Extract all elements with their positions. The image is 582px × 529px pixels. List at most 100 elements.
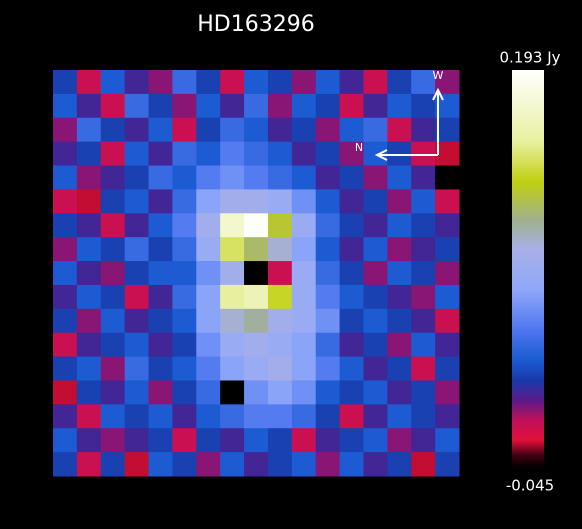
heatmap-cell (220, 308, 245, 334)
heatmap-cell (339, 189, 364, 214)
heatmap-cell (339, 93, 364, 119)
heatmap-cell (363, 356, 388, 381)
heatmap-cell (53, 428, 78, 453)
heatmap-cell (387, 284, 412, 310)
heatmap-cell (220, 380, 245, 405)
heatmap-cell (148, 213, 173, 238)
heatmap-cell (339, 165, 364, 190)
heatmap-cell (387, 70, 412, 95)
heatmap-cell (76, 213, 102, 238)
heatmap-cell (53, 189, 78, 214)
heatmap-cell (172, 261, 197, 286)
heatmap-cell (291, 284, 317, 310)
heatmap-cell (148, 261, 173, 286)
heatmap-cell (435, 117, 460, 143)
heatmap-cell (172, 213, 197, 238)
heatmap-cell (315, 284, 341, 310)
heatmap-cell (148, 70, 173, 95)
heatmap-cell (244, 404, 269, 429)
heatmap-cell (100, 261, 126, 286)
heatmap-cell (339, 332, 364, 358)
heatmap-cell (435, 165, 460, 190)
heatmap-cell (196, 117, 221, 143)
heatmap-cell (291, 308, 317, 334)
heatmap-cell (76, 380, 102, 405)
chart-title: HD163296 (197, 12, 314, 37)
heatmap-cell (244, 356, 269, 381)
heatmap-cell (124, 117, 150, 143)
heatmap-cell (411, 93, 436, 119)
heatmap-cell (220, 261, 245, 286)
heatmap-cell (100, 213, 126, 238)
heatmap-cell (196, 284, 221, 310)
heatmap-cell (291, 213, 317, 238)
heatmap-cell (267, 93, 293, 119)
heatmap-cell (387, 189, 412, 214)
heatmap-cell (291, 380, 317, 405)
heatmap-cell (196, 93, 221, 119)
heatmap-cell (76, 189, 102, 214)
heatmap-cell (148, 93, 173, 119)
heatmap-cell (363, 404, 388, 429)
compass-arrowhead (374, 149, 388, 161)
heatmap-cell (220, 70, 245, 95)
heatmap-cell (363, 93, 388, 119)
heatmap-cell (220, 213, 245, 238)
heatmap-cell (124, 428, 150, 453)
compass-label: W (433, 69, 444, 82)
heatmap-cell (339, 141, 364, 167)
heatmap-cell (387, 452, 412, 477)
heatmap-cell (315, 189, 341, 214)
heatmap-cell (291, 356, 317, 381)
heatmap-cell (411, 165, 436, 190)
heatmap-cell (267, 141, 293, 167)
heatmap-cell (148, 308, 173, 334)
heatmap-cell (76, 356, 102, 381)
heatmap-cell (196, 237, 221, 262)
heatmap-cell (100, 404, 126, 429)
heatmap-cell (435, 308, 460, 334)
heatmap-cell (315, 70, 341, 95)
heatmap-cell (291, 141, 317, 167)
heatmap-cell (76, 428, 102, 453)
heatmap-cell (124, 141, 150, 167)
heatmap-cell (267, 380, 293, 405)
heatmap-cell (267, 452, 293, 477)
heatmap-cell (148, 237, 173, 262)
heatmap-cell (124, 189, 150, 214)
heatmap-cell (100, 93, 126, 119)
heatmap-cell (196, 70, 221, 95)
heatmap-cell (172, 189, 197, 214)
heatmap-cell (100, 428, 126, 453)
heatmap-cell (315, 261, 341, 286)
heatmap-cell (411, 189, 436, 214)
heatmap-cell (196, 261, 221, 286)
heatmap-cell (315, 165, 341, 190)
heatmap-cell (435, 141, 460, 167)
heatmap-cell (124, 356, 150, 381)
heatmap-cell (339, 261, 364, 286)
heatmap-cell (291, 117, 317, 143)
heatmap-cell (387, 93, 412, 119)
heatmap-cell (435, 332, 460, 358)
heatmap-cell (124, 380, 150, 405)
heatmap-cell (172, 428, 197, 453)
heatmap-cell (291, 261, 317, 286)
heatmap-cell (363, 452, 388, 477)
heatmap-cell (148, 356, 173, 381)
heatmap-cell (53, 332, 78, 358)
heatmap-cell (196, 428, 221, 453)
heatmap-cell (435, 380, 460, 405)
heatmap-cell (244, 308, 269, 334)
heatmap-cell (339, 284, 364, 310)
heatmap-cell (244, 189, 269, 214)
heatmap-cell (148, 189, 173, 214)
heatmap-cell (124, 261, 150, 286)
heatmap-cell (220, 117, 245, 143)
heatmap-cell (387, 213, 412, 238)
heatmap-cell (172, 452, 197, 477)
heatmap-cell (124, 237, 150, 262)
heatmap-cell (435, 404, 460, 429)
heatmap-cell (363, 380, 388, 405)
heatmap-cell (267, 261, 293, 286)
